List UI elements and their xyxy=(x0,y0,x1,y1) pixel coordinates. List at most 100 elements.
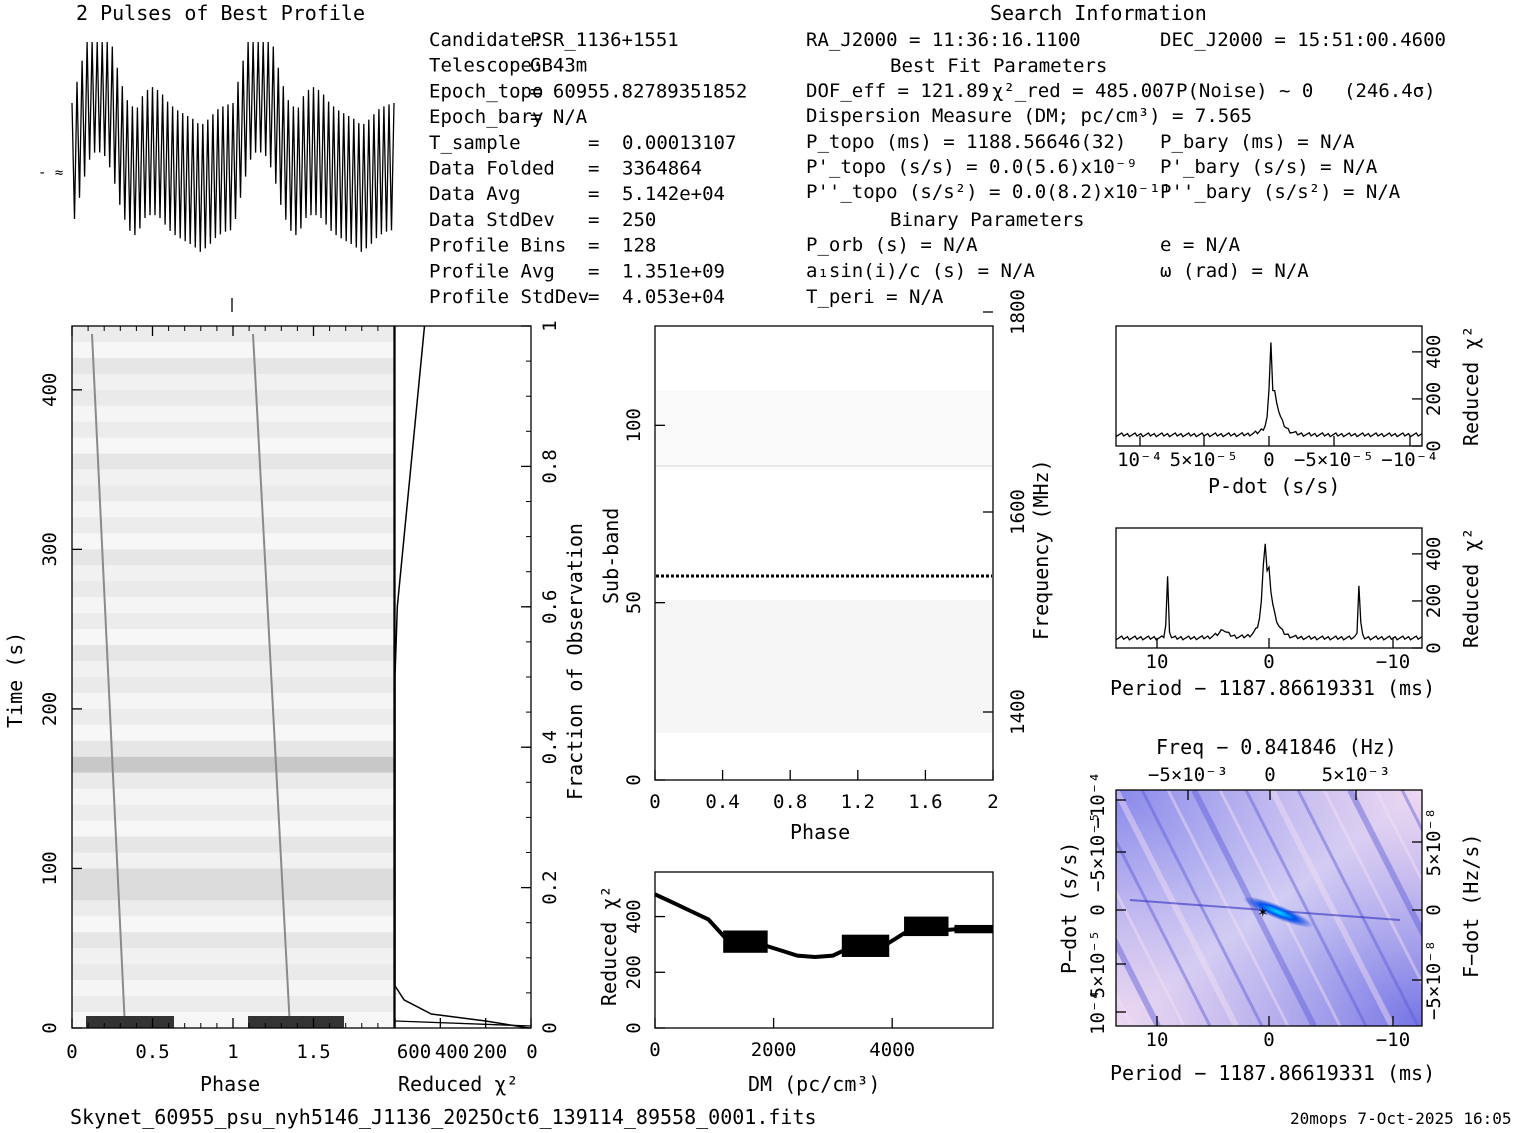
info-label-9: Profile Avg xyxy=(429,260,555,282)
dm-ytick-label: 0 xyxy=(623,1022,645,1033)
tp-band xyxy=(72,453,394,470)
sb-rtick-label: 1400 xyxy=(1007,689,1029,735)
chi-fraction-ylabel: Fraction of Observation xyxy=(563,523,587,800)
bottom-dark-band-1 xyxy=(86,1016,174,1028)
cf-xtick-label: 600 xyxy=(397,1041,431,1063)
pd-xtick-label: 10⁻⁴ xyxy=(1117,449,1163,471)
porb-value: P_orb (s) = N/A xyxy=(806,234,978,256)
chi-dm-plot: 0 2000 4000 0 200 400 DM (pc/cm³) Reduced χ² xyxy=(597,871,994,1096)
cf-ytick-label: 0.8 xyxy=(539,449,561,483)
pe-ytick-label: 0 xyxy=(1423,642,1445,653)
pe-ytick-label: 400 xyxy=(1423,537,1445,571)
info-eq-4: = xyxy=(588,132,599,154)
bottom-dark-band-2 xyxy=(248,1016,344,1028)
chi-dm-ylabel: Reduced χ² xyxy=(597,886,621,1006)
cf-ytick-label: 0.2 xyxy=(539,870,561,904)
tp-band xyxy=(72,437,394,454)
tp-band xyxy=(72,565,394,582)
ra-value: RA_J2000 = 11:36:16.1100 xyxy=(806,29,1081,51)
cf-ytick-label: 0.6 xyxy=(539,590,561,624)
cf-xtick-label: 400 xyxy=(435,1041,469,1063)
tp-band xyxy=(72,948,394,965)
map-streak xyxy=(1116,790,1239,1026)
info-value-6: 5.142e+04 xyxy=(622,183,725,205)
footer-timestamp: 20mops 7-Oct-2025 16:05 xyxy=(1290,1109,1512,1128)
dm-xtick-label: 2000 xyxy=(751,1039,797,1061)
pbary-value: P_bary (ms) = N/A xyxy=(1160,131,1355,153)
tp-band xyxy=(72,405,394,422)
profile-marker: - ≈ xyxy=(38,165,63,181)
dm-ytick-label: 200 xyxy=(623,955,645,989)
tp-band xyxy=(72,613,394,630)
tp-band xyxy=(72,740,394,757)
map-streak xyxy=(1140,790,1264,1026)
tp-band xyxy=(72,373,394,390)
tp-ytick-label: 100 xyxy=(39,851,61,885)
map-streak xyxy=(1116,936,1161,1026)
tp-ytick-label: 0 xyxy=(39,1022,61,1033)
chi-fraction-line xyxy=(394,325,529,1029)
info-label-7: Data StdDev xyxy=(429,209,555,231)
cf-xtick-label: 0 xyxy=(526,1041,537,1063)
map-rtick-label: 0 xyxy=(1423,904,1445,915)
ecc-value: e = N/A xyxy=(1160,234,1241,256)
chi-dm-line xyxy=(654,892,994,960)
tp-xtick-label: 1 xyxy=(227,1041,238,1063)
info-value-0: PSR_1136+1551 xyxy=(530,29,679,51)
chi-dm-xlabel: DM (pc/cm³) xyxy=(748,1072,880,1096)
map-top-label: Freq − 0.841846 (Hz) xyxy=(1156,735,1397,759)
tp-band xyxy=(72,868,394,885)
tp-ytick-label: 200 xyxy=(39,692,61,726)
map-right-label: F−dot (Hz/s) xyxy=(1459,834,1483,979)
tp-band xyxy=(72,836,394,853)
pulse-track-2 xyxy=(252,333,291,1029)
sigma-value: (246.4σ) xyxy=(1344,80,1436,102)
info-value-10: 4.053e+04 xyxy=(622,286,725,308)
pd-ytick-label: 400 xyxy=(1423,335,1445,369)
pd-xtick-label: 0 xyxy=(1263,449,1274,471)
time-phase-bands xyxy=(72,326,394,1028)
info-value-7: 250 xyxy=(622,209,656,231)
tp-band xyxy=(72,852,394,869)
chi-dm-frame xyxy=(654,871,994,1029)
map-streak xyxy=(1322,790,1422,987)
subband-xlabel: Phase xyxy=(790,820,850,844)
frequency-label: Frequency (MHz) xyxy=(1029,459,1053,640)
tp-band xyxy=(72,693,394,709)
tp-band xyxy=(72,964,394,981)
map-rtick-label: 5×10⁻⁸ xyxy=(1423,808,1445,877)
profile-line xyxy=(71,41,395,252)
tp-band xyxy=(72,980,394,997)
info-label-2: Epoch_topo xyxy=(429,80,543,102)
pe-xtick-label: 10 xyxy=(1146,651,1169,673)
dec-value: DEC_J2000 = 15:51:00.4600 xyxy=(1160,29,1446,51)
info-label-4: T_sample xyxy=(429,132,521,154)
tp-band xyxy=(72,342,394,358)
map-rtick-label: −5×10⁻⁸ xyxy=(1423,940,1445,1020)
sb-xtick-label: 0.8 xyxy=(773,791,807,813)
search-info-title: Search Information xyxy=(990,1,1207,25)
map-toptick-label: −5×10⁻³ xyxy=(1148,764,1228,786)
map-ylabel: P−dot (s/s) xyxy=(1057,842,1081,974)
pd-xtick-label: −5×10⁻⁵ xyxy=(1294,449,1374,471)
tp-ytick-label: 300 xyxy=(39,532,61,566)
sb-ytick-label: 50 xyxy=(623,591,645,614)
chi-period-ticks: 10 0 −10 0 200 400 xyxy=(1146,537,1445,673)
tp-band xyxy=(72,900,394,917)
tperi-value: T_peri = N/A xyxy=(806,286,944,308)
info-eq-10: = xyxy=(588,286,599,308)
info-label-3: Epoch_bary xyxy=(429,106,543,128)
tp-band xyxy=(72,549,394,566)
binary-title: Binary Parameters xyxy=(890,209,1084,231)
sb-rtick-label: 1600 xyxy=(1007,489,1029,535)
pdtopo-value: P'_topo (s/s) = 0.0(5.6)x10⁻⁹ xyxy=(806,156,1138,178)
tp-band xyxy=(72,597,394,614)
tp-band xyxy=(72,357,394,374)
sb-ytick-label: 100 xyxy=(623,408,645,442)
cf-ytick-label: 0.4 xyxy=(539,730,561,764)
chi-fraction-ticks: 600 400 200 00 0.2 0.4 0.6 0.8 1 xyxy=(394,320,561,1063)
pd-ytick-label: 0 xyxy=(1423,440,1445,451)
tp-band xyxy=(72,661,394,677)
sb-xtick-label: 1.2 xyxy=(841,791,875,813)
